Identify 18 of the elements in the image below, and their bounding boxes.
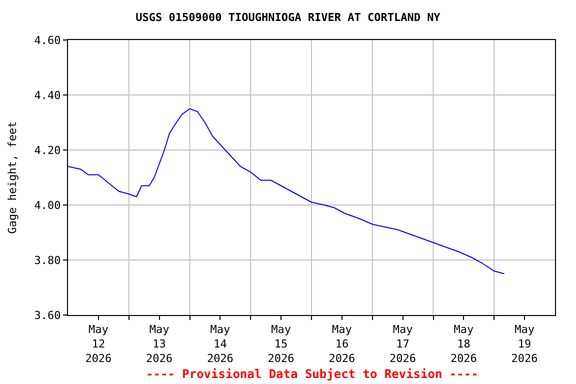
y-tick-label: 3.80 [34, 254, 61, 267]
y-axis-title: Gage height, feet [6, 121, 19, 234]
x-tick-label: May 12 2026 [85, 323, 112, 365]
y-tick-label: 4.20 [34, 144, 61, 157]
x-tick-label: May 18 2026 [450, 323, 477, 365]
text: ---- Provisional Data Subject to Revision ---- [146, 367, 478, 381]
y-tick-label: 4.00 [34, 198, 61, 212]
x-tick-label: May 19 2026 [511, 323, 538, 365]
chart-title: USGS 01509000 TIOUGHNIOGA RIVER AT CORTLAND NY [136, 11, 441, 24]
y-tick-label: 4.60 [34, 34, 61, 47]
y-tick-label: 3.60 [34, 308, 61, 322]
line-series [68, 108, 505, 274]
x-tick-label: May 17 2026 [390, 323, 416, 365]
x-tick-label: May 16 2026 [328, 323, 356, 365]
y-tick-label: 4.40 [34, 88, 61, 102]
x-tick-label: May 15 2026 [268, 323, 294, 365]
x-tick-label: May 13 2026 [146, 323, 173, 365]
x-tick-label: May 14 2026 [206, 323, 234, 365]
